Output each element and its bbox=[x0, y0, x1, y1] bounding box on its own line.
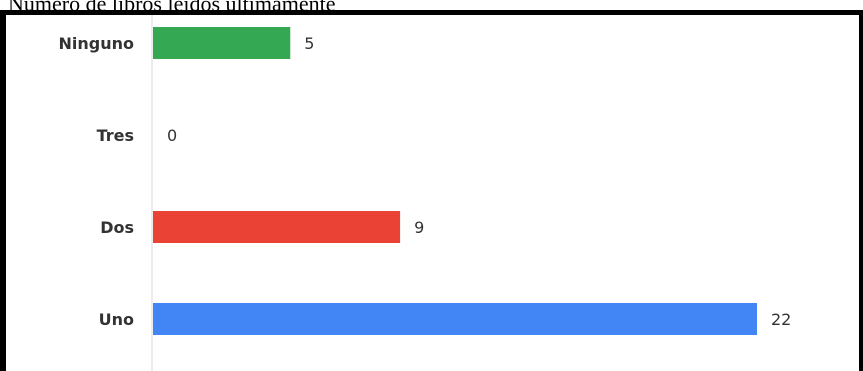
category-label: Uno bbox=[99, 310, 134, 329]
category-label: Ninguno bbox=[59, 34, 135, 53]
bars-layer: Ninguno 5 Tres 0 Dos 9 Uno 22 bbox=[59, 27, 791, 335]
bar bbox=[153, 303, 757, 335]
bar bbox=[153, 211, 401, 243]
bar bbox=[153, 27, 291, 59]
category-label: Tres bbox=[97, 126, 134, 145]
data-label: 22 bbox=[771, 310, 791, 329]
chart-frame: Ninguno 5 Tres 0 Dos 9 Uno 22 bbox=[0, 10, 863, 371]
data-label: 9 bbox=[414, 218, 424, 237]
category-label: Dos bbox=[100, 218, 134, 237]
data-label: 5 bbox=[304, 34, 314, 53]
bar-chart: Ninguno 5 Tres 0 Dos 9 Uno 22 bbox=[59, 15, 791, 371]
data-label: 0 bbox=[167, 126, 177, 145]
